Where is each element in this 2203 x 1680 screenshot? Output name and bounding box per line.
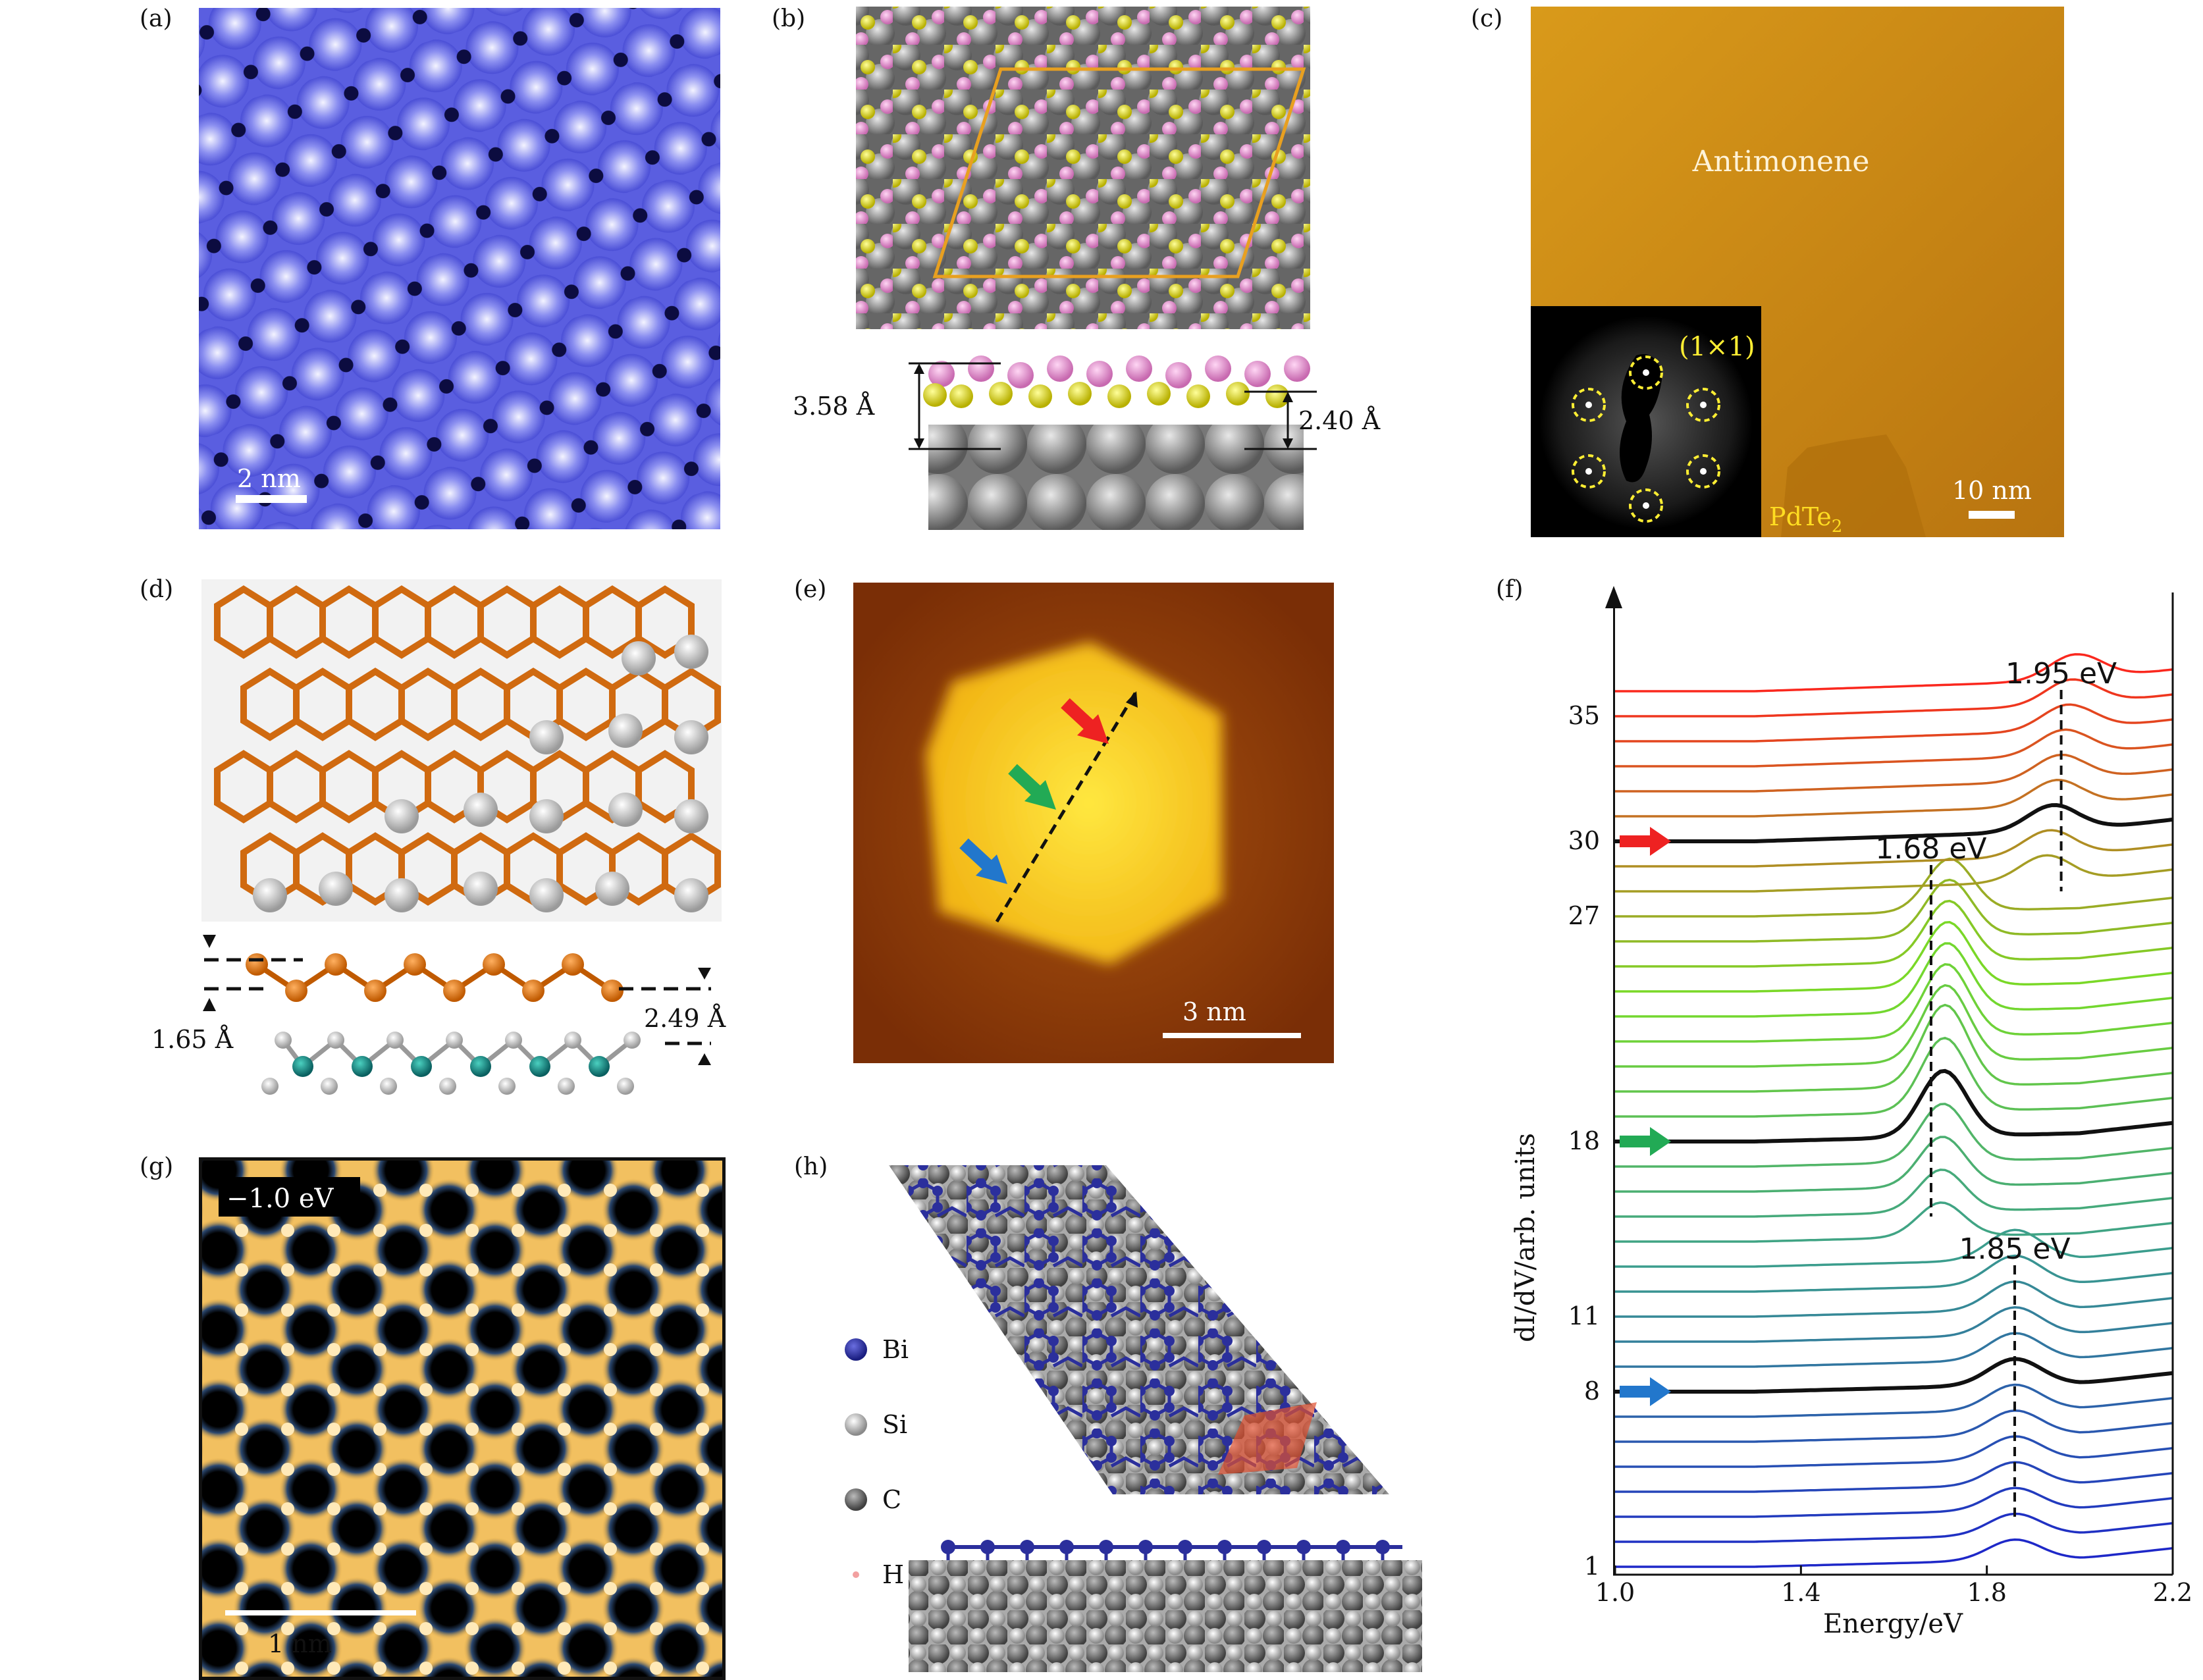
curve-15: [1615, 1168, 2173, 1218]
legend-swatch: [845, 1488, 867, 1511]
legend-swatch: [853, 1571, 859, 1578]
x-tick-label: 1.4: [1781, 1578, 1820, 1607]
y-tick-label: 27: [1568, 901, 1600, 930]
legend-swatch: [845, 1338, 867, 1361]
height-d-right: 2.49 Å: [644, 1004, 726, 1033]
x-tick-label: 1.8: [1967, 1578, 2006, 1607]
panel-a-stm-image: 2 nm: [199, 8, 720, 529]
curve-34: [1615, 703, 2173, 743]
curve-24: [1615, 921, 2173, 993]
unit-cell-highlight: [1218, 1402, 1317, 1475]
height-d-left: 1.65 Å: [151, 1025, 234, 1054]
curve-arrow: [1620, 1377, 1671, 1406]
curve-35: [1615, 678, 2173, 718]
panel-f-chart: 1.0 1.4 1.8 2.2 1 8 11 18 27 30 35 1.95 eV 1.68 eV…: [1495, 579, 2203, 1678]
curve-17: [1615, 1103, 2173, 1168]
curve-1: [1615, 1538, 2173, 1568]
peak-label: 1.95 eV: [2005, 657, 2117, 691]
arrow-blue: [959, 838, 1007, 884]
scale-g: 1 nm: [268, 1629, 332, 1658]
curve-33: [1615, 728, 2173, 768]
height-b-right: 2.40 Å: [1298, 406, 1381, 435]
bias-label: −1.0 eV: [226, 1184, 334, 1214]
curve-19: [1615, 1036, 2173, 1118]
label-f: (f): [1496, 576, 1524, 603]
panel-c-stm-image: Antimonene (1×1) PdTe2 10 nm: [1531, 7, 2064, 537]
curve-32: [1615, 753, 2173, 793]
legend-label: C: [882, 1485, 901, 1514]
curve-31: [1615, 779, 2173, 818]
y-axis-arrow: [1605, 586, 1622, 608]
label-h: (h): [794, 1153, 828, 1180]
y-tick-label: 8: [1584, 1377, 1600, 1405]
y-tick-label: 35: [1568, 701, 1600, 730]
y-tick-label: 1: [1584, 1552, 1600, 1581]
y-tick-label: 18: [1568, 1126, 1600, 1155]
curve-arrow: [1620, 827, 1671, 856]
scale-e: 3 nm: [1182, 997, 1246, 1026]
curve-9: [1615, 1332, 2173, 1368]
legend-label: H: [882, 1560, 904, 1589]
curve-36: [1615, 653, 2173, 693]
legend-label: Bi: [882, 1335, 909, 1364]
curve-26: [1615, 878, 2173, 943]
curve-11: [1615, 1280, 2173, 1318]
curve-arrow: [1620, 1127, 1671, 1156]
legend-label: Si: [882, 1410, 907, 1439]
curve-7: [1615, 1383, 2173, 1418]
panel-h-atomic-model: Bi Si C H: [810, 1165, 1468, 1678]
curve-5: [1615, 1435, 2173, 1468]
curve-4: [1615, 1461, 2173, 1493]
curve-25: [1615, 899, 2173, 968]
label-e: (e): [794, 576, 827, 603]
curve-12: [1615, 1254, 2173, 1293]
height-b-left: 3.58 Å: [793, 392, 875, 421]
x-tick-label: 1.0: [1595, 1578, 1635, 1607]
curve-14: [1615, 1201, 2173, 1243]
curve-10: [1615, 1306, 2173, 1343]
scale-c: 10 nm: [1952, 476, 2032, 505]
panel-b-atomic-model: 3.58 Å 2.40 Å: [790, 0, 1383, 535]
scale-a: 2 nm: [237, 464, 301, 493]
label-c: (c): [1471, 5, 1503, 32]
curve-23: [1615, 942, 2173, 1018]
curve-16: [1615, 1136, 2173, 1193]
lattice-label: (1×1): [1679, 332, 1755, 362]
curve-13: [1615, 1228, 2173, 1268]
label-g: (g): [140, 1153, 174, 1180]
panel-e-stm-island: 3 nm: [853, 583, 1334, 1063]
curve-27: [1615, 857, 2173, 918]
label-d: (d): [140, 576, 174, 603]
curve-18: [1615, 1068, 2173, 1143]
arrow-red: [1061, 698, 1109, 744]
x-tick-label: 2.2: [2153, 1578, 2192, 1607]
curve-21: [1615, 984, 2173, 1068]
curve-8: [1615, 1357, 2173, 1394]
y-tick-label: 11: [1568, 1301, 1600, 1330]
peak-label: 1.68 eV: [1875, 832, 1986, 866]
antimonene-label: Antimonene: [1692, 145, 1870, 178]
orange-honeycomb: [214, 585, 721, 912]
curve-20: [1615, 1003, 2173, 1093]
substrate-label: PdTe2: [1769, 502, 1842, 537]
panel-d-atomic-model: 1.65 Å 2.49 Å: [138, 579, 783, 1126]
curve-29: [1615, 829, 2173, 868]
y-axis-label: dI/dV/arb. units: [1510, 1133, 1541, 1342]
peak-label: 1.85 eV: [1959, 1232, 2070, 1266]
label-b: (b): [772, 5, 806, 32]
label-a: (a): [140, 5, 173, 32]
curve-6: [1615, 1409, 2173, 1443]
curve-3: [1615, 1486, 2173, 1518]
curve-30: [1615, 802, 2173, 843]
y-tick-label: 30: [1568, 826, 1600, 855]
x-axis-label: Energy/eV: [1823, 1609, 1963, 1639]
panel-g-stm-image: −1.0 eV 1 nm: [199, 1157, 726, 1680]
arrow-green: [1008, 764, 1056, 810]
legend-swatch: [845, 1413, 867, 1436]
curve-28: [1615, 854, 2173, 893]
curve-2: [1615, 1512, 2173, 1543]
curve-22: [1615, 963, 2173, 1043]
